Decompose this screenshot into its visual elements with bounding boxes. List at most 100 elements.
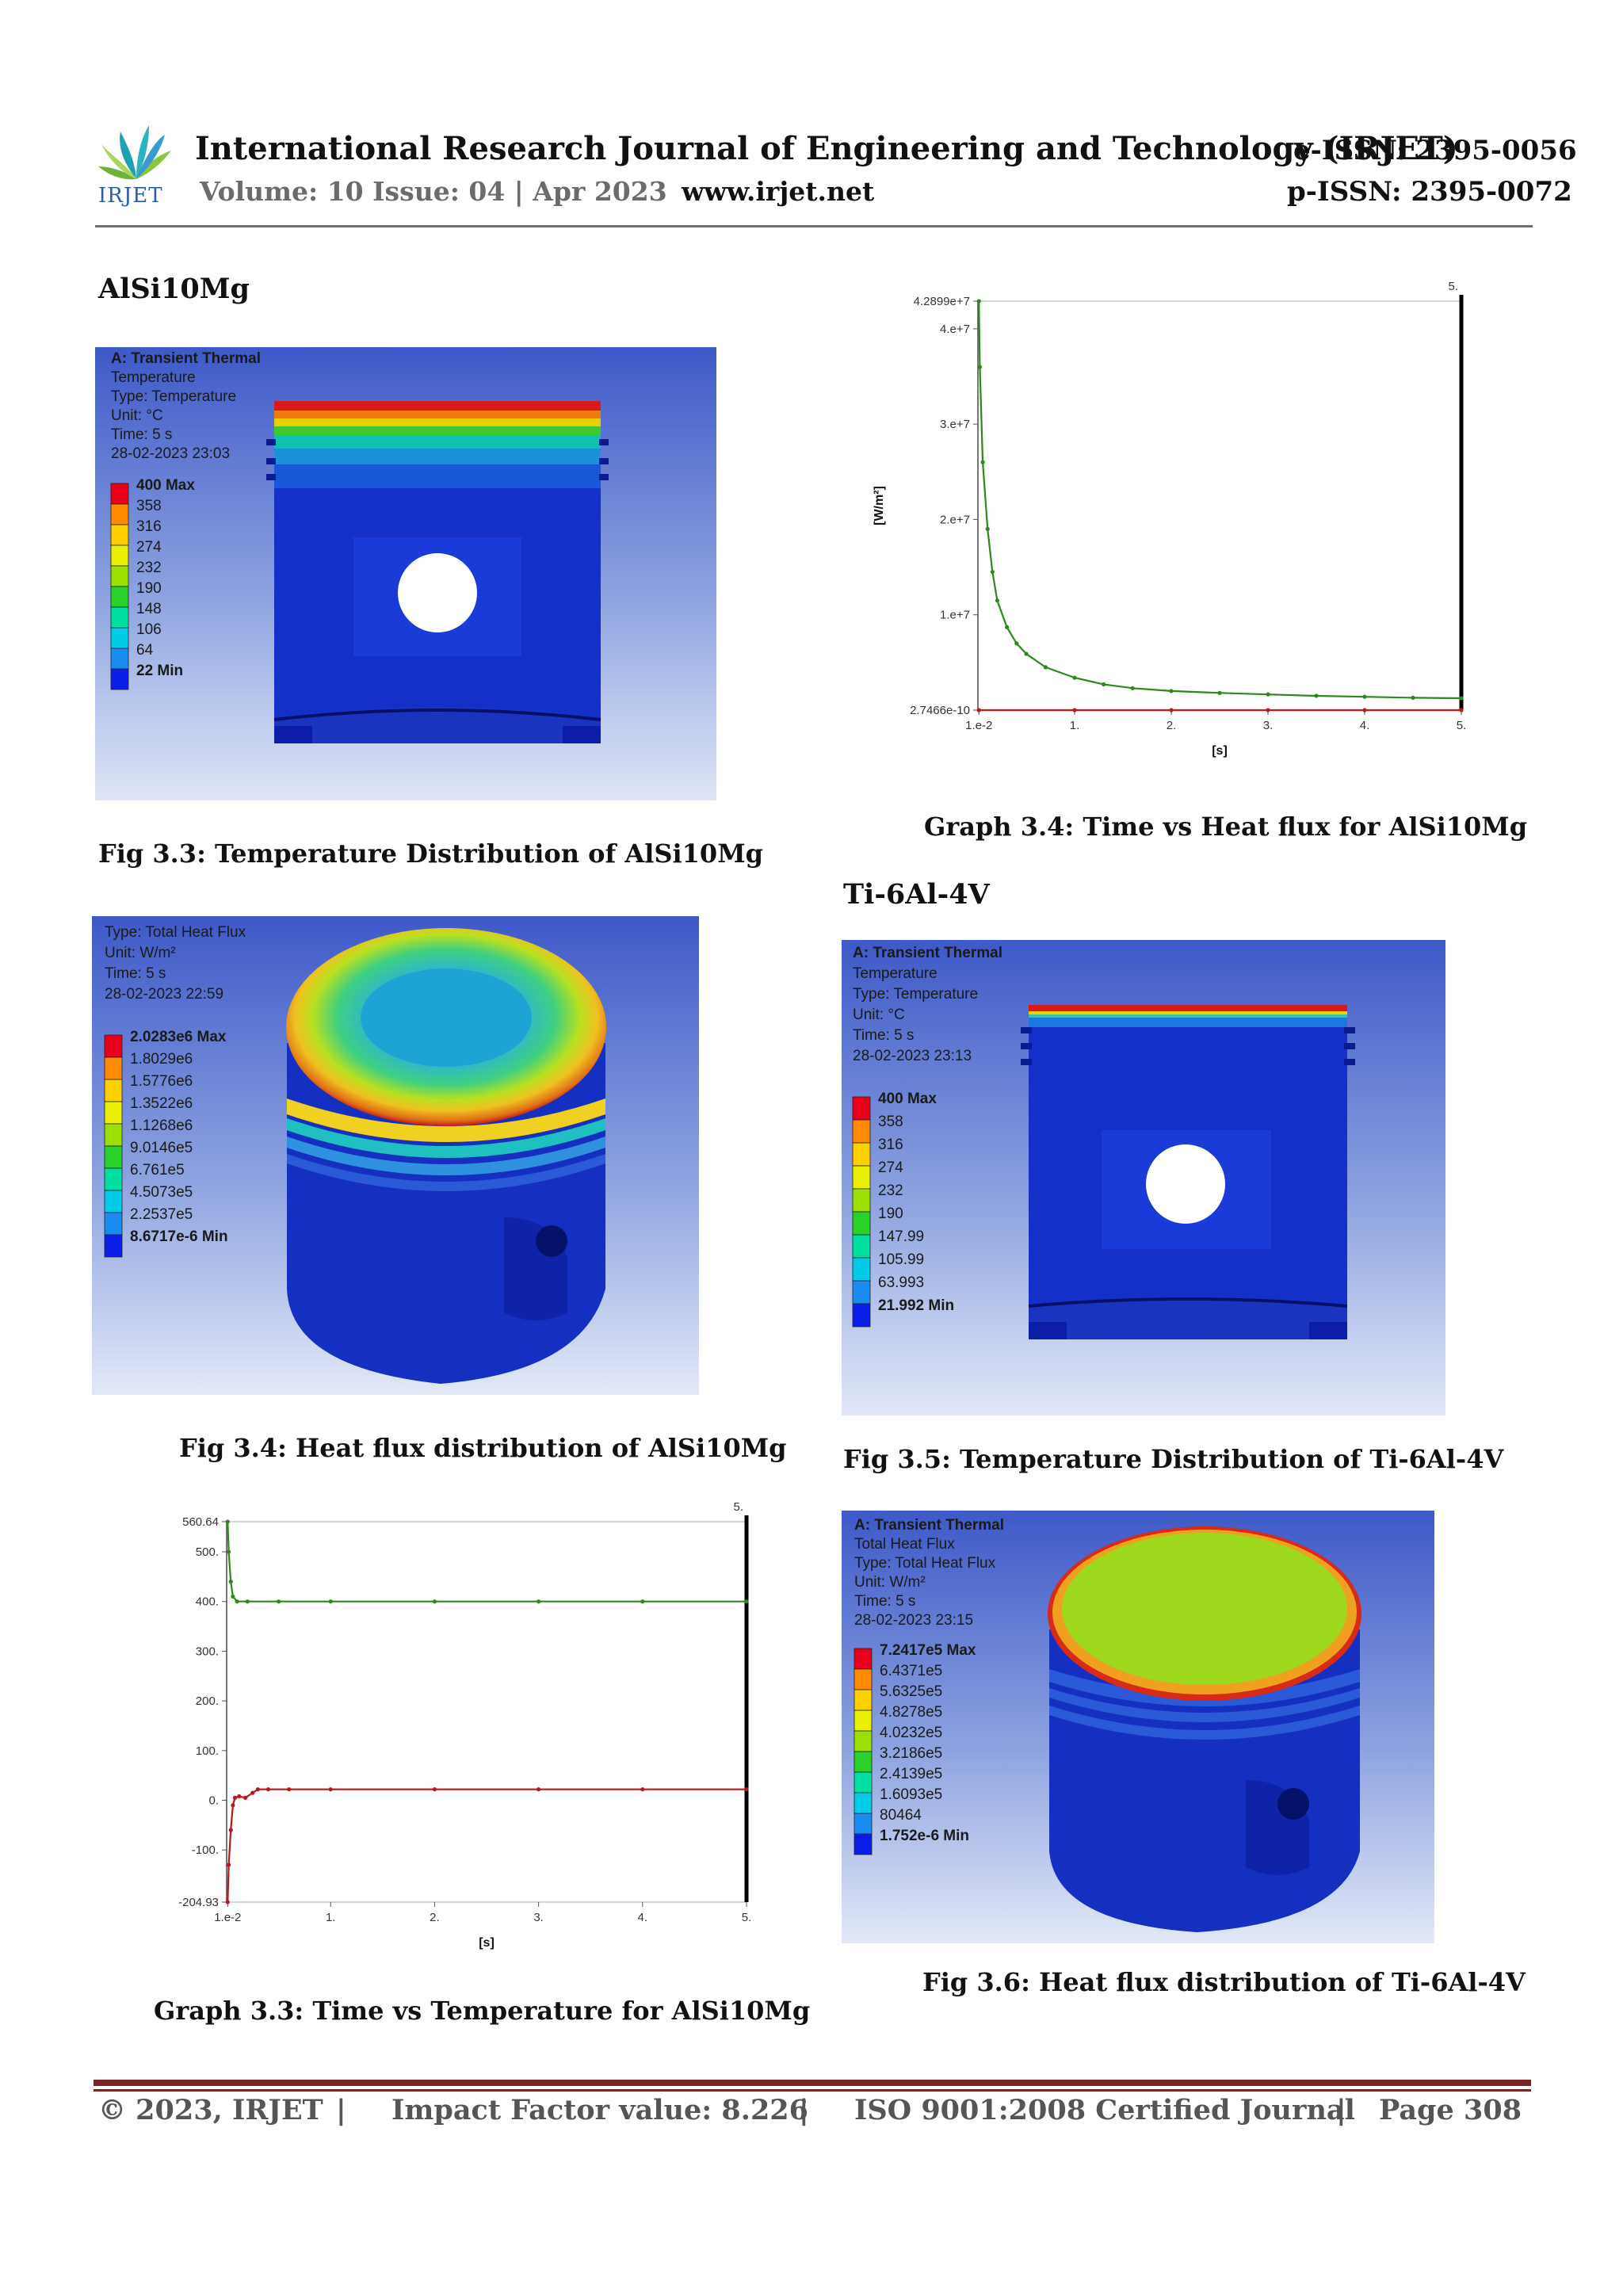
legend-swatch [852,1165,871,1190]
series-point [1459,696,1464,701]
legend-label: 4.8278e5 [880,1704,942,1721]
x-tick-label: 1.e-2 [965,719,992,732]
series-point [287,1787,292,1792]
series-point [995,598,999,603]
legend-swatch [104,1234,123,1258]
legend-swatch [104,1101,123,1125]
footer-impact-factor: Impact Factor value: 8.226 [391,2094,809,2126]
series-point [985,526,990,532]
fig35-color-legend: 400 Max 358 316 274 232 190 147.99 105.99 63.993… [852,1091,954,1328]
legend-label: 4.5073e5 [130,1184,193,1201]
series-point [1314,693,1319,698]
svg-text:Total Heat Flux: Total Heat Flux [854,1536,955,1553]
series-point [231,1803,235,1808]
legend-swatch [110,483,129,505]
series-point [744,1787,749,1792]
series-line [227,1788,747,1903]
graph34-caption: Graph 3.4: Time vs Heat flux for AlSi10M… [924,812,1528,842]
series-point [1217,690,1222,695]
y-tick-label: 400. [196,1595,219,1609]
y-tick-label: 560.64 [182,1515,219,1529]
legend-label: 148 [136,601,162,617]
series-point [744,1599,749,1604]
legend-label: 1.8029e6 [130,1051,193,1068]
graph33-caption: Graph 3.3: Time vs Temperature for AlSi1… [154,1996,811,2026]
series-point [328,1599,333,1604]
legend-label: 80464 [880,1807,922,1824]
corner-label: 5. [1448,280,1458,293]
legend-label: 6.761e5 [130,1162,185,1179]
legend-swatch [854,1771,873,1794]
y-tick-label: -100. [192,1843,219,1857]
journal-website[interactable]: www.irjet.net [682,176,875,207]
x-tick-label: 3. [533,1911,544,1924]
series-point [1130,686,1135,690]
x-tick-label: 2. [1167,719,1177,732]
x-tick-label: 5. [742,1911,752,1924]
legend-label: 3.2186e5 [880,1745,942,1762]
legend-label: 64 [136,642,154,659]
series-point [245,1599,250,1604]
legend-label: 358 [136,498,162,514]
x-tick-label: 5. [1457,719,1467,732]
footer-page-number: Page 308 [1379,2094,1522,2126]
legend-label: 8.6717e-6 Min [130,1228,228,1245]
legend-label: 2.2537e5 [130,1206,193,1223]
series-point [537,1599,541,1604]
legend-label: 1.3522e6 [130,1095,193,1112]
legend-label: 1.1268e6 [130,1117,193,1134]
legend-swatch [852,1142,871,1167]
fig33-caption: Fig 3.3: Temperature Distribution of AlS… [98,839,763,869]
fig34-caption: Fig 3.4: Heat flux distribution of AlSi1… [179,1433,787,1463]
legend-swatch [104,1079,123,1102]
series-point [1102,682,1106,687]
y-tick-label: 0. [208,1794,219,1808]
legend-swatch [854,1689,873,1711]
legend-label: 6.4371e5 [880,1663,942,1679]
y-tick-label: 500. [196,1545,219,1559]
series-line [978,300,1462,700]
legend-label: 7.2417e5 Max [880,1642,976,1659]
series-point [231,1594,235,1599]
y-tick-label: -204.93 [178,1896,219,1909]
series-point [537,1787,541,1792]
legend-label: 2.4139e5 [880,1766,942,1782]
series-line [227,1521,747,1603]
e-issn: e-ISSN: 2395-0056 [1293,135,1577,166]
legend-swatch [110,668,129,690]
section-heading-ti: Ti-6Al-4V [843,878,990,911]
legend-swatch [854,1792,873,1814]
legend-swatch [110,544,129,567]
fig35-info: Temperature Type: Temperature Unit: °C T… [853,965,978,1064]
legend-swatch [852,1096,871,1121]
legend-swatch [852,1303,871,1328]
x-tick-label: 4. [1360,719,1370,732]
y-tick-label: 2.e+7 [940,513,970,526]
series-point [227,1549,231,1554]
legend-swatch [104,1145,123,1169]
legend-swatch [110,627,129,649]
series-point [237,1794,242,1799]
legend-swatch [854,1813,873,1835]
volume-issue: Volume: 10 Issue: 04 | Apr 2023 [200,176,667,207]
legend-label: 4.0232e5 [880,1725,942,1741]
series-point [228,1580,233,1584]
legend-label: 190 [878,1205,903,1222]
y-tick-label: 3.e+7 [940,418,970,431]
legend-swatch [854,1648,873,1670]
svg-text:Unit: W/m²: Unit: W/m² [105,945,176,961]
series-point [977,365,983,369]
svg-text:Time: 5 s: Time: 5 s [105,965,166,982]
svg-text:28-02-2023 23:15: 28-02-2023 23:15 [854,1612,973,1629]
series-point [976,708,981,712]
legend-label: 274 [878,1159,903,1176]
y-tick-label: 100. [196,1744,219,1758]
legend-swatch [110,565,129,587]
fig33-color-legend: 400 Max 358 316 274 232 190 148 106 64 22 Min [110,477,195,690]
y-tick-label: 300. [196,1645,219,1658]
series-point [250,1790,255,1795]
legend-swatch [854,1833,873,1855]
y-tick-label: 4.2899e+7 [914,295,970,308]
x-tick-label: 3. [1263,719,1274,732]
legend-label: 21.992 Min [878,1297,954,1314]
